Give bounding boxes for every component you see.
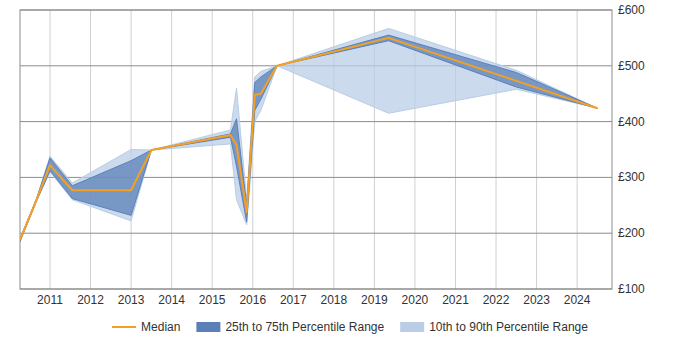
x-tick-label: 2013: [118, 293, 145, 307]
x-tick-label: 2022: [483, 293, 510, 307]
x-tick-label: 2023: [523, 293, 550, 307]
y-tick-label: £400: [618, 115, 645, 129]
y-grid-line: [20, 121, 612, 122]
x-tick-label: 2024: [564, 293, 591, 307]
legend-swatch: [112, 326, 136, 328]
y-tick-label: £300: [618, 170, 645, 184]
y-grid-line: [20, 233, 612, 234]
x-grid-line: [577, 10, 578, 289]
legend: Median 25th to 75th Percentile Range 10th …: [112, 320, 588, 334]
x-tick-label: 2014: [158, 293, 185, 307]
x-grid-line: [90, 10, 91, 289]
x-tick-label: 2016: [239, 293, 266, 307]
legend-label: Median: [141, 320, 180, 334]
x-grid-line: [496, 10, 497, 289]
x-tick-label: 2021: [442, 293, 469, 307]
x-tick-label: 2017: [280, 293, 307, 307]
x-grid-line: [536, 10, 537, 289]
plot-frame: [20, 10, 612, 289]
x-tick-label: 2011: [37, 293, 63, 307]
x-tick-label: 2012: [77, 293, 104, 307]
plot-marks: [20, 28, 597, 241]
x-grid-line: [212, 10, 213, 289]
x-grid-line: [171, 10, 172, 289]
y-tick-label: £100: [618, 282, 645, 296]
x-tick-label: 2018: [320, 293, 347, 307]
legend-swatch: [196, 322, 220, 332]
x-tick-label: 2015: [199, 293, 226, 307]
y-tick-label: £600: [618, 3, 645, 17]
percentile-band: [20, 28, 597, 241]
median-line: [20, 38, 597, 240]
x-tick-label: 2019: [361, 293, 388, 307]
percentile-band: [20, 35, 597, 241]
legend-label: 25th to 75th Percentile Range: [225, 320, 384, 334]
y-tick-label: £500: [618, 59, 645, 73]
legend-label: 10th to 90th Percentile Range: [429, 320, 588, 334]
x-tick-label: 2020: [402, 293, 429, 307]
legend-swatch: [400, 322, 424, 332]
x-grid-line: [50, 10, 51, 289]
x-grid-line: [293, 10, 294, 289]
y-tick-label: £200: [618, 226, 645, 240]
